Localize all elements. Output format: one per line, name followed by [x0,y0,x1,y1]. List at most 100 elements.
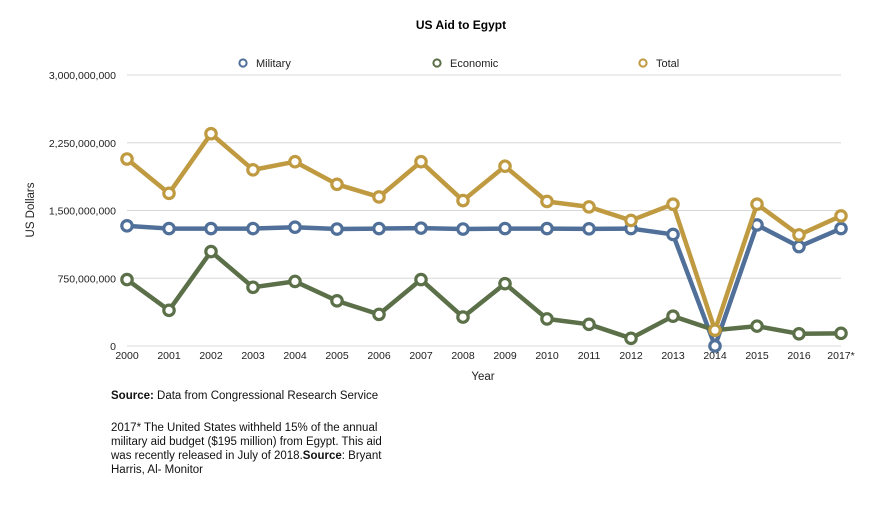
series-line [124,222,844,349]
data-point [498,221,512,236]
x-tick-label: 2011 [578,350,601,362]
y-tick-label: 750,000,000 [58,273,117,285]
data-point [792,327,806,341]
series-military [120,218,848,353]
data-point [666,197,680,211]
data-point [414,221,428,235]
series-economic [120,244,848,346]
x-tick-label: 2012 [619,350,643,362]
data-point [372,190,386,204]
data-point [204,221,218,236]
data-point [204,244,218,259]
data-point [246,221,260,236]
data-point [498,159,512,174]
series-total [120,126,848,337]
data-point [456,222,470,236]
legend-label: Total [656,58,679,70]
data-point [582,317,596,332]
y-tick-label: 1,500,000,000 [49,206,116,218]
y-tick-label: 2,250,000,000 [49,138,116,150]
data-point [288,274,302,289]
legend-marker [638,58,648,68]
y-axis-label: US Dollars [25,182,37,237]
x-tick-label: 2015 [745,350,769,362]
x-tick-label: 2006 [367,350,391,362]
x-tick-label: 2016 [787,350,811,362]
data-point [834,221,848,236]
data-point [120,219,134,233]
x-tick-label: 2017* [827,350,854,362]
data-point [750,197,764,211]
data-point [666,227,680,242]
footnote-source-text: : Bryant Harris, Al- Monitor [111,450,382,476]
data-point [330,294,344,308]
x-tick-label: 2013 [661,350,685,362]
footnote-text: 2017* The United States withheld 15% of … [111,422,382,462]
data-point [666,309,680,323]
data-point [540,221,554,236]
data-point [120,272,134,287]
x-axis-label: Year [471,371,494,383]
footnote-source-label: Source [302,450,342,462]
data-point [288,154,302,169]
source-label: Source: [111,390,154,402]
data-point [624,213,638,228]
data-point [330,222,344,236]
x-tick-label: 2005 [325,350,349,362]
series-line [124,131,844,333]
data-point [162,221,176,236]
legend-item-total: Total [638,58,679,70]
data-point [834,209,848,223]
data-point [792,228,806,242]
footnote: 2017* The United States withheld 15% of … [111,421,401,477]
data-point [582,200,596,214]
series-group [120,126,848,353]
x-tick-label: 2004 [283,350,307,362]
legend-item-military: Military [238,58,291,70]
data-point [246,163,260,177]
x-tick-label: 2008 [451,350,475,362]
data-point [750,319,764,333]
y-tick-label: 3,000,000,000 [49,70,116,82]
data-point [204,126,218,141]
source-text: Data from Congressional Research Service [153,390,379,402]
data-point [288,220,302,235]
data-point [708,323,722,337]
series-line [124,249,844,341]
data-point [624,331,638,346]
data-point [456,193,470,208]
data-point [456,310,470,324]
chart-title: US Aid to Egypt [416,18,506,32]
legend-label: Economic [450,58,499,70]
data-point [540,312,554,326]
data-point [708,339,722,353]
x-tick-label: 2007 [409,350,433,362]
x-tick-label: 2014 [703,350,727,362]
legend: Military Economic Total [238,58,679,70]
x-tick-label: 2000 [115,350,139,362]
data-point [162,303,176,318]
data-point [246,280,260,295]
data-point [498,276,512,291]
data-point [414,272,428,287]
x-tick-label: 2003 [241,350,265,362]
legend-label: Military [256,58,291,70]
data-point [540,194,554,209]
data-point [792,239,806,254]
data-point [372,307,386,322]
data-point [162,186,176,201]
data-point [330,177,344,192]
y-tick-label: 0 [110,341,116,353]
x-tick-label: 2010 [535,350,559,362]
x-axis: 2000 2001 2002 2003 2004 2005 2006 2007 2008 2009… [115,350,854,362]
y-axis: 0 750,000,000 1,500,000,000 2,250,000,000 3,… [49,70,116,353]
data-point [834,326,848,341]
source-note: Source: Data from Congressional Research… [111,389,378,403]
x-tick-label: 2009 [493,350,517,362]
legend-item-economic: Economic [432,58,499,70]
x-tick-label: 2002 [199,350,223,362]
data-point [372,221,386,236]
grid [127,74,841,347]
data-point [414,154,428,169]
